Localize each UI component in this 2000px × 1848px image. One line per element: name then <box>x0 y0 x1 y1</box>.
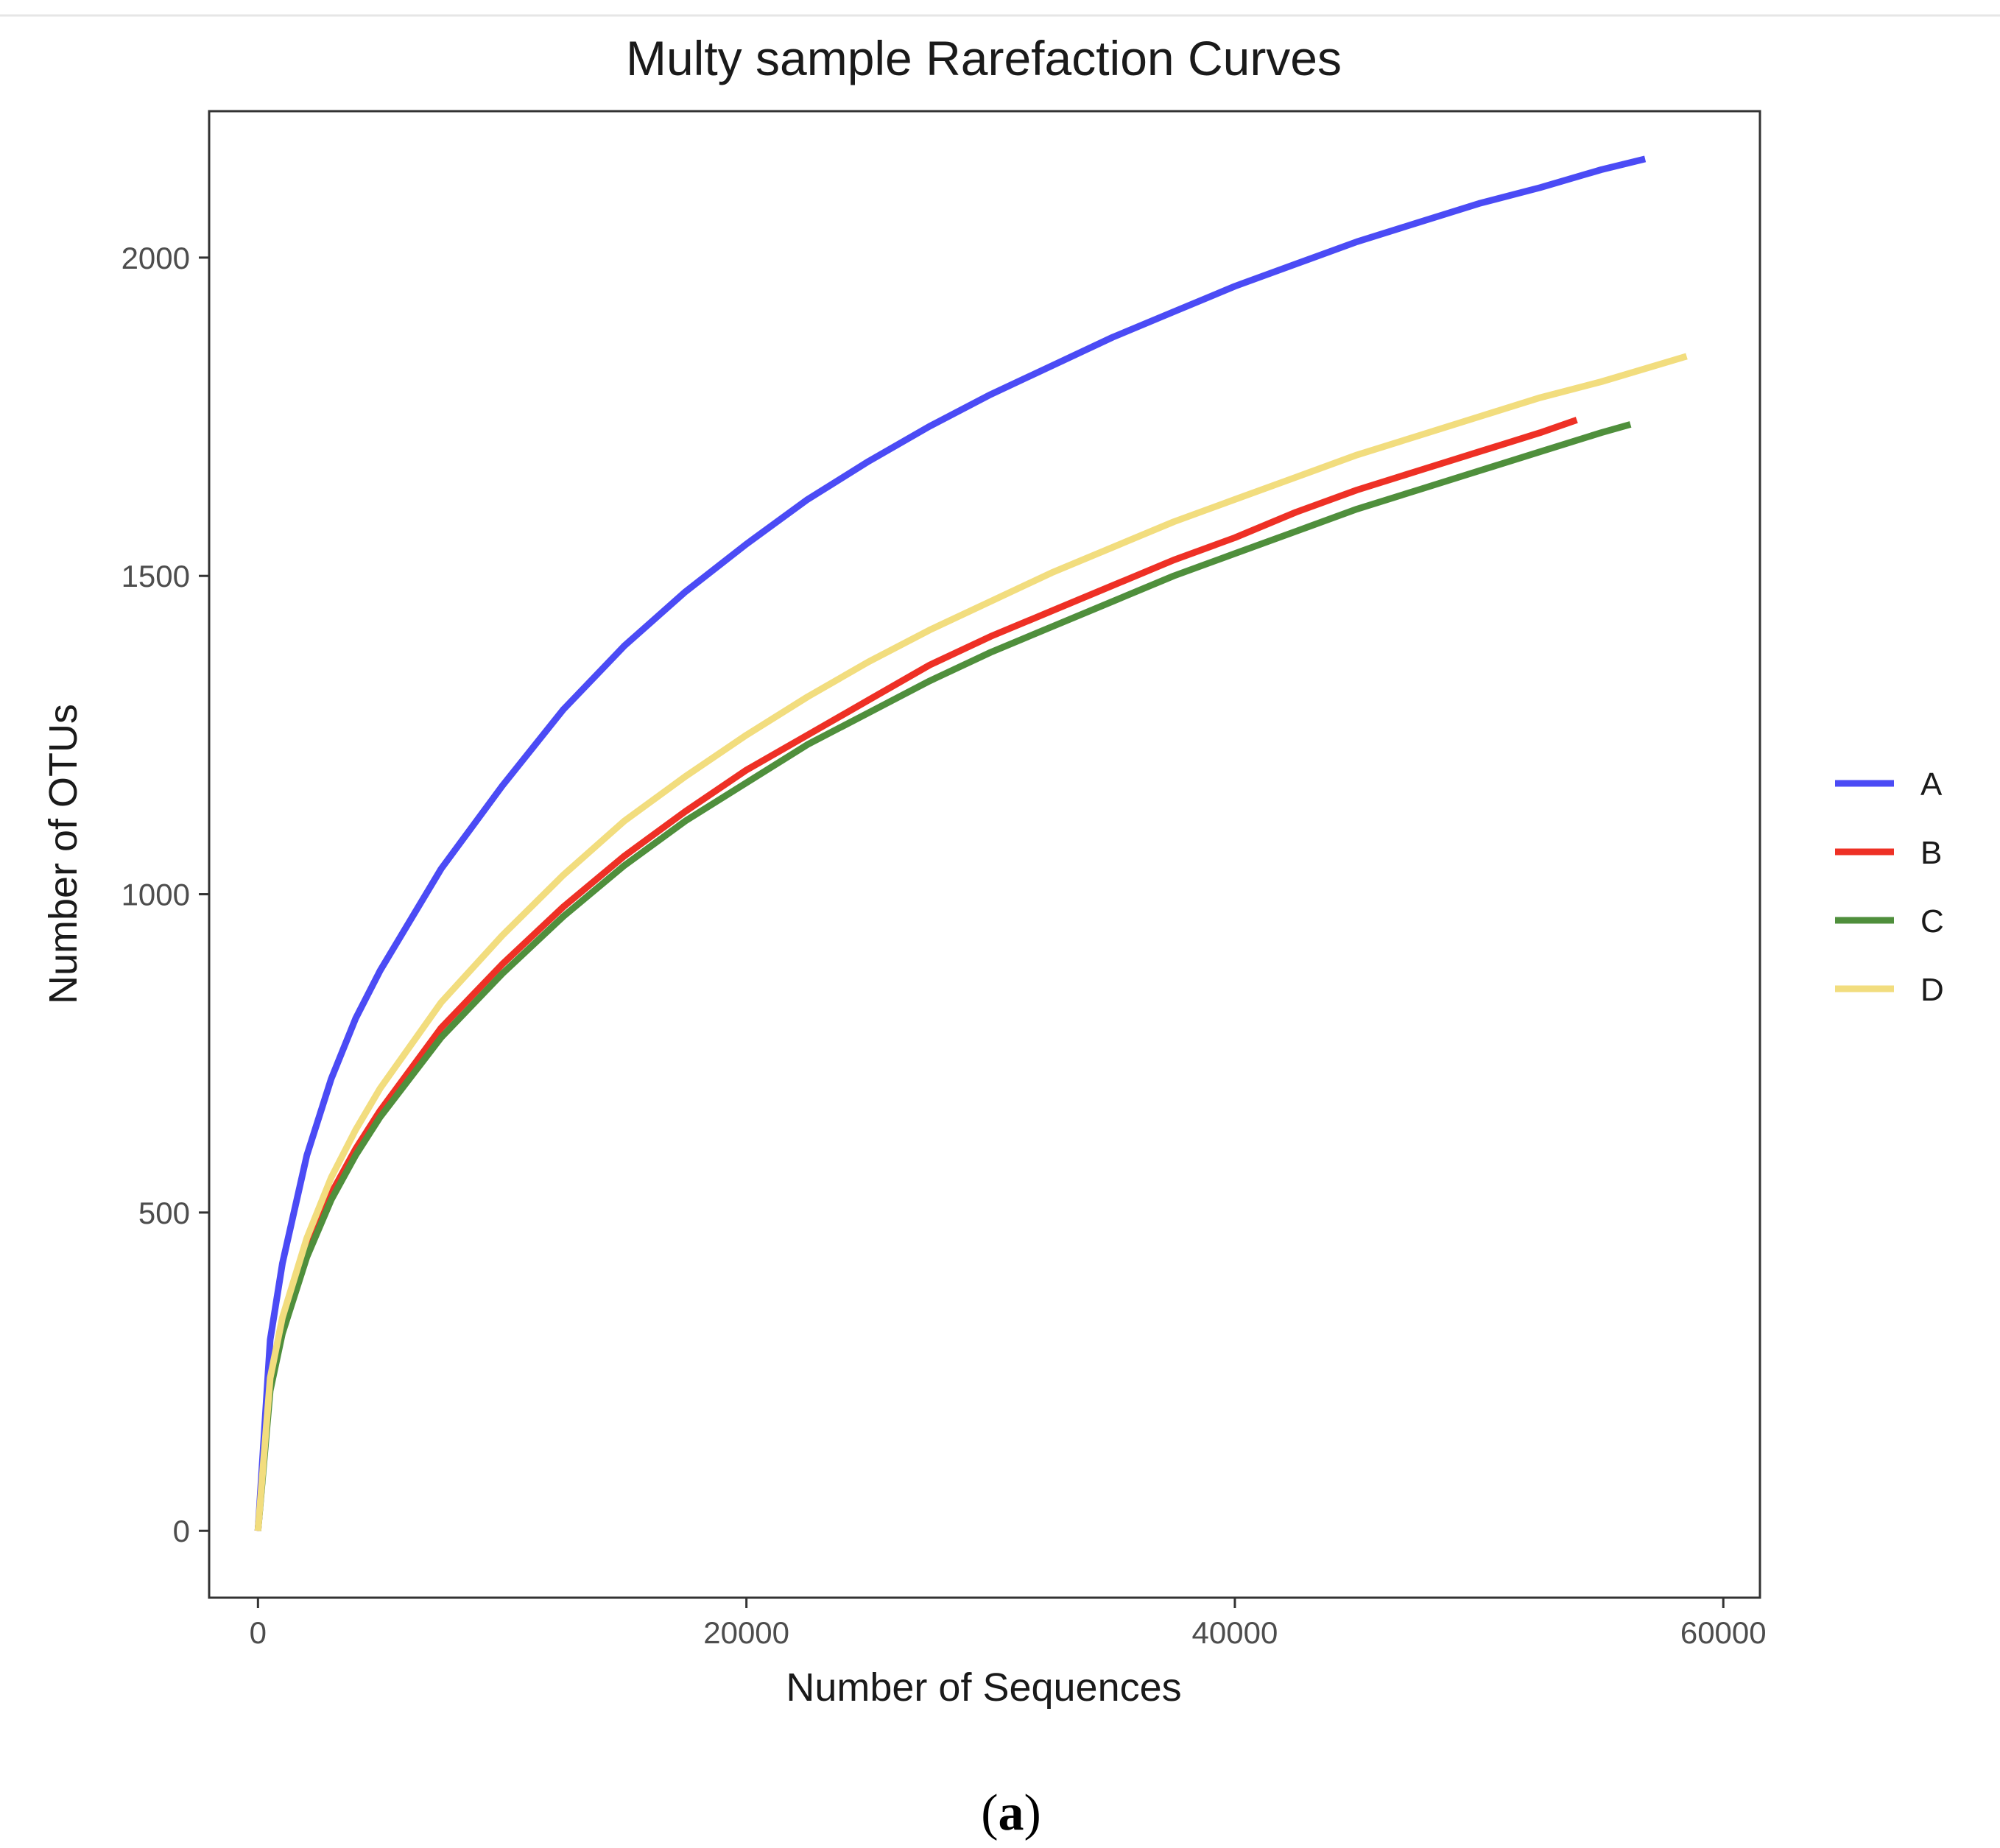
legend-label-d: D <box>1920 972 1944 1008</box>
y-tick-label-1000: 1000 <box>122 878 190 912</box>
legend-label-a: A <box>1920 766 1943 803</box>
series-layer <box>254 155 1688 1531</box>
x-axis: 0 20000 40000 60000 <box>250 1598 1767 1650</box>
x-tick-label-20000: 20000 <box>703 1615 789 1650</box>
caption-open-paren: ( <box>981 1785 998 1841</box>
y-tick-label-500: 500 <box>138 1196 190 1230</box>
y-tick-label-0: 0 <box>173 1514 190 1548</box>
y-tick-label-2000: 2000 <box>122 241 190 275</box>
series-line-d <box>254 353 1688 1531</box>
chart-title: Multy sample Rarefaction Curves <box>626 31 1342 85</box>
y-axis-title: Number of OTUs <box>41 704 85 1004</box>
plot-panel <box>208 110 1761 1599</box>
legend-label-c: C <box>1920 903 1944 939</box>
caption-label: a <box>999 1785 1024 1841</box>
y-tick-label-1500: 1500 <box>122 559 190 593</box>
x-tick-label-60000: 60000 <box>1680 1615 1767 1650</box>
figure-caption: (a) <box>981 1785 1041 1841</box>
series-line-a <box>254 155 1647 1531</box>
series-line-c <box>254 421 1632 1531</box>
x-tick-label-40000: 40000 <box>1192 1615 1278 1650</box>
caption-close-paren: ) <box>1024 1785 1041 1841</box>
y-axis: 0 500 1000 1500 2000 <box>122 241 209 1548</box>
x-tick-label-0: 0 <box>250 1615 267 1650</box>
x-axis-title: Number of Sequences <box>786 1665 1181 1710</box>
legend-label-b: B <box>1920 835 1942 871</box>
